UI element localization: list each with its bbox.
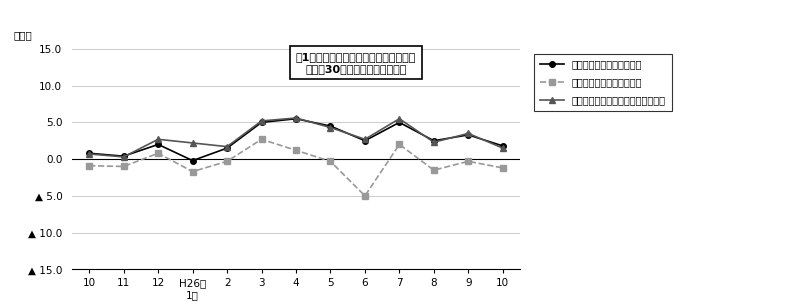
Text: 図1　賃金指数の推移（対前年同月比）
－規模30人以上－　調査産業計: 図1 賃金指数の推移（対前年同月比） －規模30人以上－ 調査産業計 — [296, 52, 416, 73]
Text: （％）: （％） — [14, 30, 33, 40]
Legend: 名目賃金（現金給与総額）, 実質賃金（現金給与総額）, 名目賃金（きまって支給する給与）: 名目賃金（現金給与総額）, 実質賃金（現金給与総額）, 名目賃金（きまって支給す… — [534, 54, 671, 111]
